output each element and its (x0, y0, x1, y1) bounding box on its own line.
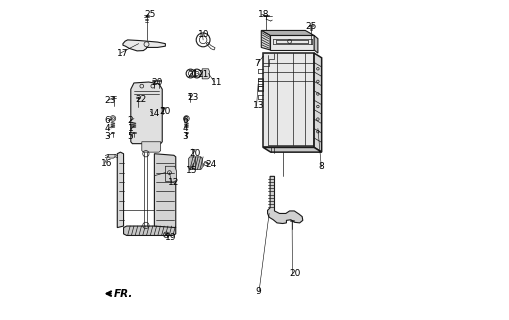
Text: 4: 4 (182, 124, 188, 133)
Text: 23: 23 (187, 93, 199, 102)
Text: 6: 6 (182, 116, 188, 125)
Text: 6: 6 (104, 116, 110, 125)
Polygon shape (108, 154, 115, 158)
Text: 7: 7 (254, 59, 260, 68)
Text: 12: 12 (167, 178, 179, 187)
Polygon shape (130, 82, 162, 144)
Polygon shape (263, 53, 273, 66)
Polygon shape (123, 40, 165, 51)
Polygon shape (263, 148, 321, 152)
Text: 20: 20 (189, 148, 200, 157)
Text: 21: 21 (197, 70, 208, 79)
Text: 2: 2 (127, 116, 133, 125)
Text: 24: 24 (205, 160, 216, 169)
Polygon shape (263, 53, 314, 148)
Text: 25: 25 (305, 22, 316, 31)
Text: 22: 22 (135, 95, 147, 104)
Text: 20: 20 (151, 78, 162, 87)
Text: 1: 1 (127, 124, 133, 133)
Polygon shape (267, 176, 302, 223)
Text: 14: 14 (149, 109, 160, 118)
Polygon shape (270, 36, 314, 50)
Text: 21: 21 (187, 70, 199, 79)
Text: 3: 3 (182, 132, 188, 141)
Polygon shape (314, 53, 321, 152)
Text: 9: 9 (255, 287, 261, 296)
Text: FR.: FR. (114, 289, 133, 299)
Polygon shape (142, 142, 160, 152)
Text: 3: 3 (104, 132, 110, 141)
Text: 13: 13 (252, 101, 264, 110)
Polygon shape (188, 157, 202, 169)
Text: 23: 23 (104, 96, 116, 105)
Text: 5: 5 (127, 132, 133, 141)
Text: 25: 25 (144, 10, 155, 19)
Text: 20: 20 (289, 269, 300, 278)
Polygon shape (165, 166, 176, 182)
Text: 4: 4 (104, 124, 110, 133)
Polygon shape (314, 36, 317, 53)
Text: 15: 15 (186, 165, 197, 175)
Polygon shape (261, 30, 270, 50)
Text: 10: 10 (198, 30, 210, 39)
Text: 16: 16 (101, 159, 112, 168)
Polygon shape (154, 154, 176, 228)
Text: 8: 8 (317, 163, 323, 172)
Text: 19: 19 (164, 233, 176, 242)
Polygon shape (202, 69, 209, 79)
Text: 20: 20 (159, 107, 171, 116)
Text: 17: 17 (117, 49, 128, 58)
Polygon shape (117, 152, 123, 228)
Polygon shape (123, 226, 176, 236)
Text: 11: 11 (211, 77, 222, 86)
Polygon shape (261, 30, 314, 36)
Text: 18: 18 (258, 10, 269, 19)
